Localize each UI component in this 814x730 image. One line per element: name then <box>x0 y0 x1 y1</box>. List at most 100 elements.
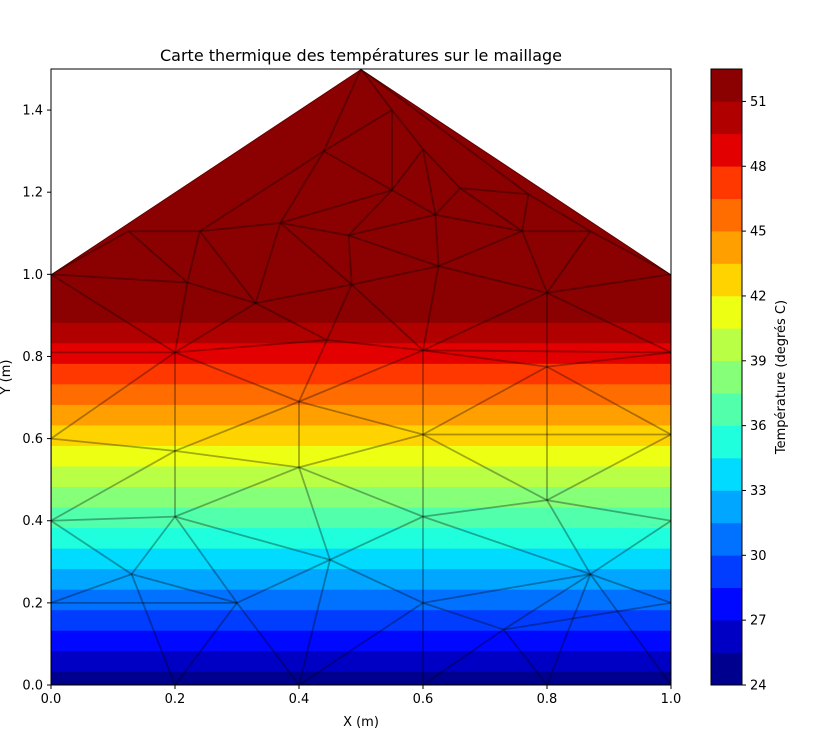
temperature-bands <box>51 69 671 685</box>
colorbar-swatch <box>711 133 742 167</box>
temperature-band <box>51 670 671 685</box>
temperature-band <box>51 486 671 508</box>
mesh-edge <box>130 516 176 575</box>
colorbar-swatch <box>711 587 742 621</box>
x-tick-label: 0.2 <box>165 692 186 707</box>
mesh-edge <box>348 234 439 267</box>
mesh-edge <box>326 284 353 341</box>
mesh-edge <box>51 437 176 452</box>
y-axis: 0.0 0.2 0.4 0.6 0.8 1.0 1.2 1.4 <box>22 104 51 694</box>
mesh-edge <box>503 573 591 631</box>
colorbar-swatch <box>711 101 742 135</box>
mesh-edge <box>422 365 548 436</box>
mesh-edge <box>298 467 331 561</box>
temperature-band <box>51 588 671 611</box>
mesh-edge <box>546 499 671 522</box>
colorbar-swatch <box>711 68 742 102</box>
mesh-edge <box>174 515 331 561</box>
mesh-edge <box>329 515 424 561</box>
mesh-edge <box>521 230 548 294</box>
mesh-edge <box>422 515 591 575</box>
mesh-edge <box>280 222 349 237</box>
mesh-edge <box>438 230 523 267</box>
mesh-edge <box>391 189 436 216</box>
mesh-edge <box>174 302 257 354</box>
mesh-edge <box>329 558 424 604</box>
colorbar-tick-label: 45 <box>750 225 767 240</box>
colorbar-tick-label: 24 <box>750 679 767 694</box>
mesh-edge <box>435 213 523 233</box>
mesh-grid <box>51 69 671 685</box>
mesh-edge <box>236 558 331 604</box>
mesh-edge <box>130 573 176 685</box>
mesh-edge <box>255 302 328 341</box>
colorbar-tick-label: 42 <box>750 289 767 304</box>
mesh-edge <box>422 349 671 354</box>
mesh-edge <box>326 339 424 352</box>
mesh-edge <box>351 283 424 351</box>
mesh-edge <box>422 291 548 352</box>
mesh-edge <box>298 433 424 469</box>
temperature-band <box>51 547 671 570</box>
colorbar-swatch <box>711 198 742 232</box>
mesh-edge <box>322 69 362 152</box>
y-tick-label: 0.4 <box>22 514 43 529</box>
y-tick-label: 1.4 <box>22 104 43 119</box>
temperature-band <box>51 629 671 652</box>
colorbar-tick-label: 51 <box>750 95 767 110</box>
mesh-edge <box>546 351 671 368</box>
mesh-edge <box>503 601 671 631</box>
mesh-edge <box>199 230 257 304</box>
colorbar-swatch <box>711 392 742 426</box>
mesh-edge <box>422 602 504 631</box>
mesh-edge <box>199 150 325 232</box>
mesh-edge <box>546 433 671 501</box>
colorbar-swatch <box>711 165 742 199</box>
mesh-edge <box>422 349 548 368</box>
mesh-edge <box>460 187 529 196</box>
x-tick-label: 0.8 <box>537 692 558 707</box>
mesh-edge <box>298 400 424 436</box>
y-tick-label: 0.2 <box>22 596 43 611</box>
mesh-edge <box>391 109 424 150</box>
mesh-edge <box>422 433 548 501</box>
colorbar <box>711 68 742 686</box>
mesh-edge <box>527 193 591 232</box>
chart-title: Carte thermique des températures sur le … <box>160 46 562 65</box>
y-tick-label: 0.6 <box>22 432 43 447</box>
x-tick-label: 0.0 <box>41 692 62 707</box>
colorbar-tick-label: 36 <box>750 419 767 434</box>
colorbar-tick-label: 48 <box>750 160 767 175</box>
x-tick-label: 1.0 <box>661 692 682 707</box>
mesh-edge <box>434 214 440 267</box>
temperature-band <box>51 609 671 631</box>
colorbar-tick-label: 30 <box>750 549 767 564</box>
temperature-band <box>51 650 671 672</box>
mesh-edge <box>186 231 201 283</box>
temperature-band <box>51 321 671 344</box>
colorbar-swatch <box>711 619 742 653</box>
mesh-edge <box>279 222 353 286</box>
mesh-edge <box>546 273 671 294</box>
mesh-edge <box>279 150 325 224</box>
colorbar-swatch <box>711 490 742 524</box>
mesh-edge <box>546 573 592 685</box>
colorbar-swatch <box>711 457 742 491</box>
mesh-edge <box>502 629 548 685</box>
mesh-edge <box>546 292 671 354</box>
mesh-edge <box>298 466 424 518</box>
temperature-band <box>51 506 671 529</box>
mesh-edge <box>323 150 393 191</box>
mesh-edge <box>298 559 331 685</box>
mesh-edge <box>174 602 238 685</box>
colorbar-swatch <box>711 360 742 394</box>
colorbar-swatch <box>711 295 742 329</box>
mesh-edge <box>51 450 176 522</box>
mesh-edge <box>255 283 352 304</box>
mesh-edge <box>174 351 300 403</box>
colorbar-swatch <box>711 230 742 264</box>
colorbar-swatch <box>711 522 742 556</box>
mesh-edge <box>174 339 327 354</box>
mesh-edge <box>347 235 353 285</box>
